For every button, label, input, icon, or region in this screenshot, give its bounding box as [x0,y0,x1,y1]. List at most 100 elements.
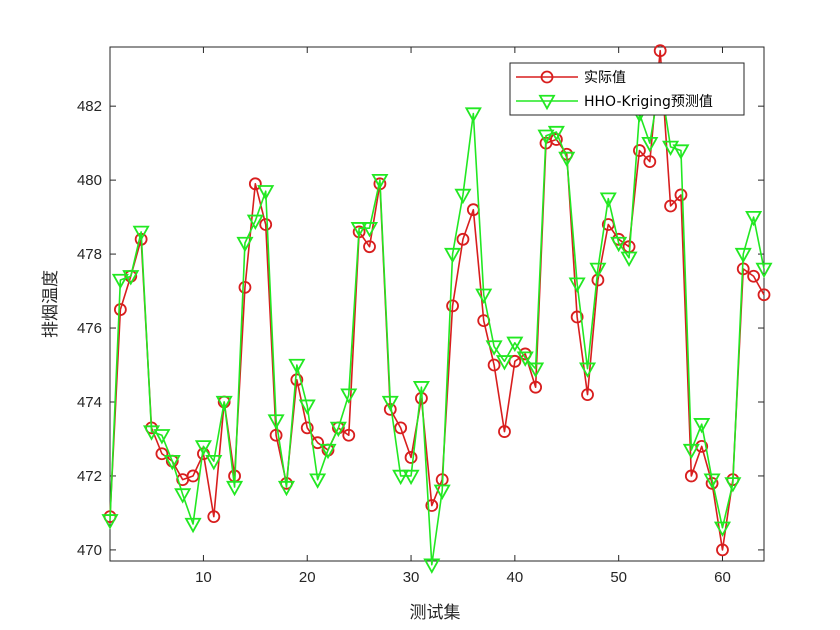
data-point [186,469,200,483]
data-point [578,362,597,378]
data-point [277,480,296,497]
data-point [487,358,501,372]
data-point [215,395,233,412]
data-point [269,428,283,442]
data-point [433,484,451,500]
y-axis-title: 排烟温度 [41,270,61,338]
data-point [620,251,638,267]
data-point [371,173,389,190]
data-point [498,425,511,438]
data-point [547,125,565,142]
data-point [309,473,327,489]
data-point [464,107,482,123]
data-point [757,288,771,302]
legend: 实际值 HHO-Kriging预测值 [509,62,745,116]
y-tick-label: 472 [77,468,102,485]
data-point [163,455,181,471]
data-point [259,218,273,231]
data-point [734,247,752,264]
x-tick-label: 50 [610,569,627,586]
legend-marker [538,94,556,111]
data-point [207,510,221,524]
data-point [423,558,441,574]
data-point [745,210,763,227]
data-point [495,355,514,371]
data-point [381,395,399,412]
data-point [226,480,244,497]
data-point [454,188,472,205]
data-point [755,262,773,279]
data-point [516,351,534,367]
legend-marker [540,70,554,84]
data-point [101,514,119,530]
legend-item: HHO-Kriging预测值 [516,94,713,111]
data-point [475,288,493,304]
data-point [568,277,586,293]
data-point [456,232,470,246]
data-point [194,440,212,456]
data-point [693,418,711,434]
x-tick-label: 30 [403,569,420,586]
y-tick-label: 482 [77,98,102,115]
data-point [703,473,721,489]
data-point [142,425,161,441]
data-point [122,270,140,286]
data-point [695,439,709,453]
data-point [537,129,555,145]
data-point [716,543,729,557]
data-point [394,421,408,435]
data-point [257,185,275,201]
data-point [329,421,347,438]
data-point [527,362,545,378]
y-tick-label: 474 [77,394,102,411]
data-point [662,140,680,157]
data-point [350,222,368,238]
data-point [132,225,150,242]
data-point [111,273,129,290]
data-point [153,429,171,445]
y-tick-label: 476 [77,320,102,337]
data-point [155,447,169,461]
data-point [319,443,337,460]
data-point [643,155,657,169]
data-point [404,451,418,464]
data-point [682,443,700,460]
data-point [558,151,576,168]
legend-label: HHO-Kriging预测值 [584,94,713,110]
data-point [589,262,607,279]
data-point [653,44,667,58]
data-point [674,188,688,202]
data-point [713,521,732,537]
axes: 10 20 30 40 50 60 470 472 474 476 478 480 482 [77,46,765,586]
y-tick-label: 480 [77,172,102,189]
data-point [236,236,254,253]
data-point [633,144,646,157]
data-point [672,144,690,160]
y-tick-label: 478 [77,246,102,263]
data-point [238,280,252,294]
x-tick-label: 20 [299,569,316,586]
data-point [402,469,420,486]
data-point [599,192,617,208]
data-point [444,247,462,264]
y-tick-label: 470 [77,542,102,559]
x-tick-label: 40 [507,569,524,586]
data-point [267,414,285,430]
data-point [392,469,410,486]
data-point [363,240,376,254]
data-point [205,455,223,471]
data-point [446,299,459,313]
x-axis-title: 测试集 [410,603,461,623]
data-point [570,310,584,324]
data-point [747,269,761,283]
plot-area [110,47,764,561]
data-point [342,428,356,442]
data-point [684,469,698,483]
data-point [184,517,202,534]
data-point [360,222,379,238]
data-point [298,399,316,415]
legend-item: 实际值 [516,70,626,86]
x-tick-label: 60 [714,569,731,586]
data-point [581,388,594,401]
